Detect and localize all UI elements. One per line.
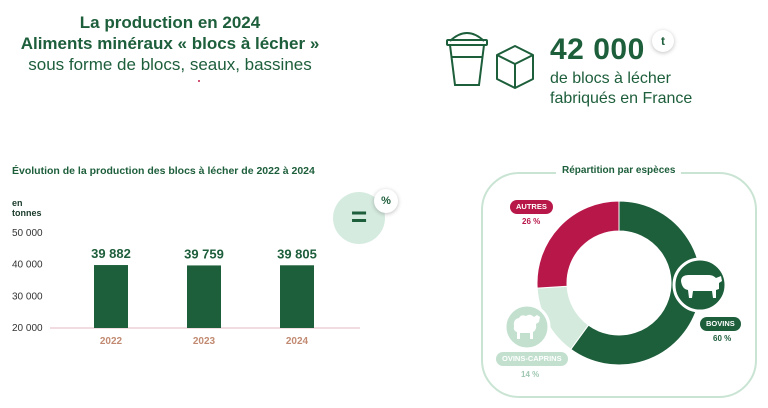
trend-percent-badge: %	[374, 189, 398, 213]
pct-autres: 26 %	[522, 217, 541, 226]
x-category-label: 2022	[100, 336, 123, 347]
pct-bovins: 60 %	[713, 334, 732, 343]
title-line-3: sous forme de blocs, seaux, bassines	[28, 55, 312, 74]
kpi-value: 42 000	[550, 33, 645, 66]
y-tick-label: 50 000	[12, 228, 43, 239]
unit-line-2: tonnes	[12, 208, 42, 218]
bar-chart-unit: en tonnes	[12, 198, 52, 218]
kpi-unit-badge: t	[652, 30, 674, 52]
bar-value-label: 39 759	[184, 246, 224, 261]
bar	[94, 265, 128, 328]
pie-chart-title: Répartition par espèces	[556, 165, 682, 176]
bar-value-label: 39 882	[91, 246, 131, 261]
y-tick-label: 20 000	[12, 323, 43, 334]
cube-icon	[496, 45, 534, 89]
y-tick-label: 30 000	[12, 291, 43, 302]
bucket-icon	[446, 32, 488, 86]
x-category-label: 2024	[286, 336, 309, 347]
unit-line-1: en	[12, 198, 23, 208]
y-tick-label: 40 000	[12, 260, 43, 271]
bar	[280, 265, 314, 328]
header-title-block: La production en 2024 Aliments minéraux …	[0, 12, 340, 75]
bar	[187, 265, 221, 328]
kpi-desc-line-1: de blocs à lécher	[550, 70, 671, 87]
label-autres: AUTRES	[510, 200, 553, 214]
bar-value-label: 39 805	[277, 246, 317, 261]
label-ovins-caprins: OVINS-CAPRINS	[496, 352, 568, 366]
kpi-description: de blocs à lécher fabriqués en France	[550, 69, 750, 109]
x-category-label: 2023	[193, 336, 216, 347]
kpi-icons	[446, 32, 534, 89]
decorative-dot	[198, 80, 200, 82]
pct-ovins-caprins: 14 %	[521, 370, 540, 379]
bar-chart-title: Évolution de la production des blocs à l…	[12, 165, 315, 177]
kpi-desc-line-2: fabriqués en France	[550, 90, 693, 107]
title-line-1: La production en 2024	[79, 13, 261, 32]
label-bovins: BOVINS	[700, 317, 741, 331]
title-line-2: Aliments minéraux « blocs à lécher »	[20, 34, 320, 53]
